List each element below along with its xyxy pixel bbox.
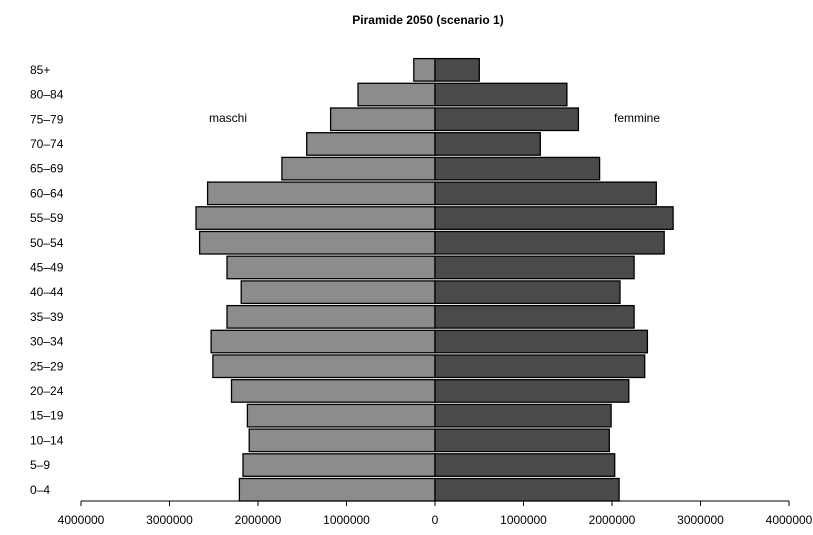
category-label-40-44: 40–44 [30,285,64,299]
bar-femmine-70-74 [434,132,541,156]
x-tick-label: 1000000 [323,513,370,527]
bar-maschi-75-79 [329,107,436,132]
category-label-0-4: 0–4 [30,483,50,497]
bar-maschi-70-74 [306,132,436,156]
bar-femmine-60-64 [434,181,657,206]
category-label-15-19: 15–19 [30,409,64,423]
bar-femmine-45-49 [434,255,635,280]
series-label-femmine: femmine [614,111,660,125]
category-label-30-34: 30–34 [30,335,64,349]
bar-femmine-20-24 [434,379,630,403]
bar-maschi-15-19 [246,403,436,428]
x-tick-label: 2000000 [235,513,282,527]
bar-maschi-85- [413,57,436,82]
category-label-85-: 85+ [30,63,50,77]
x-tick-label: 0 [432,513,439,527]
bar-maschi-20-24 [230,379,436,403]
bar-maschi-40-44 [240,280,436,305]
x-tick-label: 4000000 [58,513,105,527]
bar-femmine-5-9 [434,453,616,477]
bars-layer [195,57,674,502]
bar-femmine-50-54 [434,230,665,255]
bar-femmine-25-29 [434,354,646,379]
category-label-70-74: 70–74 [30,137,64,151]
bar-femmine-10-14 [434,428,610,453]
bar-femmine-30-34 [434,329,649,354]
bar-maschi-35-39 [226,304,436,329]
bar-femmine-15-19 [434,403,612,428]
bar-maschi-30-34 [210,329,436,354]
category-label-10-14: 10–14 [30,433,64,447]
bar-maschi-45-49 [226,255,436,280]
x-tick-label: 3000000 [146,513,193,527]
bar-femmine-0-4 [434,477,620,502]
bar-maschi-25-29 [212,354,436,379]
x-tick-label: 4000000 [766,513,813,527]
bar-maschi-0-4 [238,477,436,502]
chart-title: Piramide 2050 (scenario 1) [352,13,503,27]
bar-femmine-40-44 [434,280,621,305]
category-label-35-39: 35–39 [30,310,64,324]
bar-maschi-55-59 [195,206,436,230]
x-tick-label: 3000000 [677,513,724,527]
bar-femmine-75-79 [434,107,580,132]
series-label-maschi: maschi [209,111,247,125]
category-label-5-9: 5–9 [30,458,50,472]
bar-femmine-65-69 [434,156,601,181]
bar-femmine-55-59 [434,206,674,230]
category-label-55-59: 55–59 [30,211,64,225]
bar-maschi-50-54 [198,230,436,255]
x-tick-label: 1000000 [500,513,547,527]
bar-femmine-35-39 [434,304,635,329]
bar-maschi-5-9 [242,453,436,477]
category-label-80-84: 80–84 [30,88,64,102]
bar-femmine-80-84 [434,82,568,107]
category-label-65-69: 65–69 [30,162,64,176]
category-label-75-79: 75–79 [30,112,64,126]
category-label-25-29: 25–29 [30,359,64,373]
category-label-45-49: 45–49 [30,261,64,275]
category-label-60-64: 60–64 [30,186,64,200]
bar-maschi-80-84 [357,82,436,107]
bar-maschi-60-64 [206,181,436,206]
bar-maschi-65-69 [281,156,436,181]
bar-maschi-10-14 [248,428,436,453]
x-tick-label: 2000000 [589,513,636,527]
category-labels: 0–4 5–9 10–14 15–19 20–24 25–29 30–34 35–39 40–4… [30,63,64,497]
category-label-50-54: 50–54 [30,236,64,250]
category-label-20-24: 20–24 [30,384,64,398]
bar-femmine-85- [434,57,480,82]
x-axis: 4000000 3000000 2000000 1000000 0 1000000 2000… [58,500,813,527]
